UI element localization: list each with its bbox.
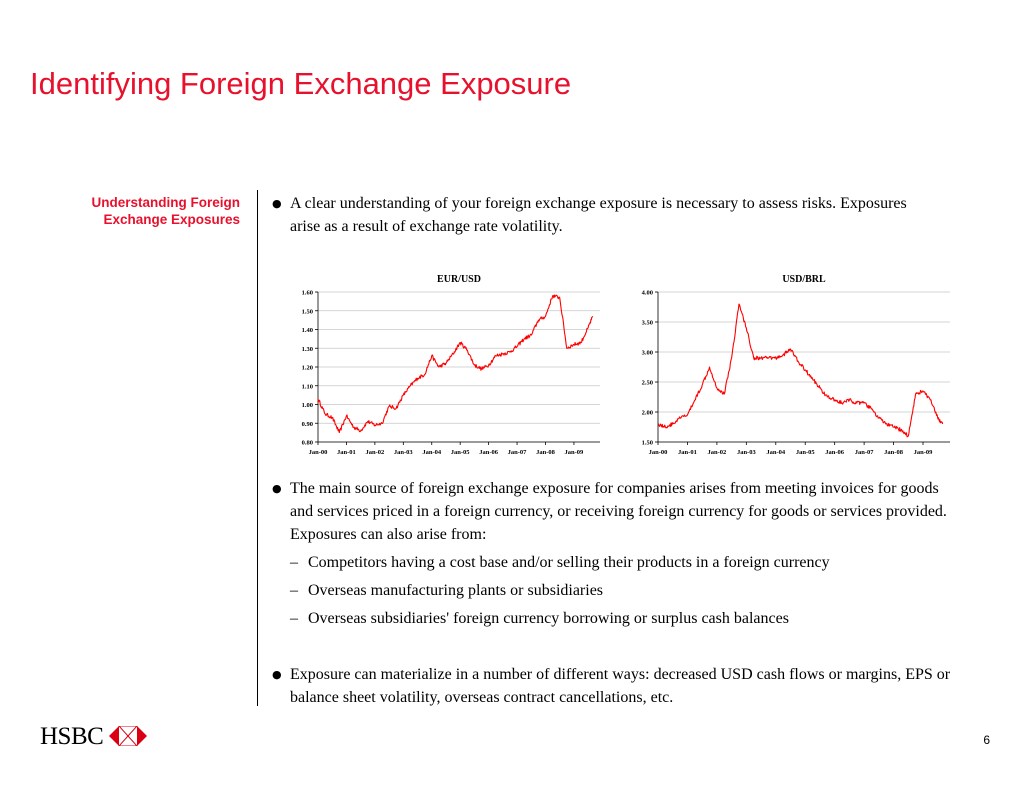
x-tick-label: Jan-05 bbox=[796, 449, 816, 456]
y-tick-label: 1.60 bbox=[302, 290, 313, 297]
x-tick-label: Jan-09 bbox=[914, 449, 934, 456]
bullet-item: ● The main source of foreign exchange ex… bbox=[272, 477, 952, 546]
y-tick-label: 1.50 bbox=[642, 440, 653, 447]
x-tick-label: Jan-00 bbox=[649, 449, 668, 456]
bullet-icon: ● bbox=[272, 197, 282, 210]
usd-brl-chart: USD/BRL 1.50 2.00 2.50 3.00 3.50 4.00 Jan-00 Jan… bbox=[640, 270, 960, 465]
x-tick-label: Jan-01 bbox=[678, 449, 697, 456]
x-tick-label: Jan-00 bbox=[309, 449, 328, 456]
dash-icon: – bbox=[290, 554, 298, 571]
bullet-text: Exposure can materialize in a number of … bbox=[290, 666, 951, 706]
y-tick-label: 1.40 bbox=[302, 327, 313, 334]
usd-brl-chart-svg: USD/BRL 1.50 2.00 2.50 3.00 3.50 4.00 Jan-00 Jan… bbox=[642, 274, 950, 456]
x-tick-label: Jan-05 bbox=[451, 449, 471, 456]
eur-usd-chart: EUR/USD 0.80 0.90 1.00 1.10 1.20 1.30 1.40 1.50 1… bbox=[300, 270, 610, 465]
y-tick-label: 2.50 bbox=[642, 380, 653, 387]
x-tick-label: Jan-06 bbox=[825, 449, 845, 456]
sub-bullet-text: Overseas subsidiaries' foreign currency … bbox=[308, 610, 789, 627]
bullet-text: The main source of foreign exchange expo… bbox=[290, 480, 947, 543]
y-tick-label: 1.00 bbox=[302, 402, 313, 409]
sub-bullet-text: Overseas manufacturing plants or subsidi… bbox=[308, 582, 604, 599]
y-tick-label: 4.00 bbox=[642, 290, 653, 297]
x-tick-label: Jan-06 bbox=[479, 449, 499, 456]
y-tick-label: 2.00 bbox=[642, 410, 653, 417]
x-tick-label: Jan-08 bbox=[884, 449, 904, 456]
x-tick-label: Jan-07 bbox=[508, 449, 528, 456]
series-line bbox=[317, 294, 594, 434]
y-tick-label: 1.50 bbox=[302, 308, 313, 315]
x-tick-label: Jan-02 bbox=[365, 449, 384, 456]
bullet-item: ● Exposure can materialize in a number o… bbox=[272, 663, 952, 709]
bullet-icon: ● bbox=[272, 668, 282, 681]
x-tick-label: Jan-03 bbox=[737, 449, 757, 456]
x-tick-label: Jan-03 bbox=[394, 449, 414, 456]
x-tick-label: Jan-08 bbox=[536, 449, 556, 456]
y-tick-label: 1.10 bbox=[302, 383, 313, 390]
page-title: Identifying Foreign Exchange Exposure bbox=[30, 66, 572, 101]
logo-shape-top bbox=[118, 726, 138, 737]
section-heading: Understanding Foreign Exchange Exposures bbox=[91, 195, 241, 227]
x-tick-label: Jan-04 bbox=[766, 449, 786, 456]
y-tick-label: 0.90 bbox=[302, 421, 313, 428]
x-tick-label: Jan-02 bbox=[708, 449, 727, 456]
chart-title: EUR/USD bbox=[437, 274, 481, 285]
eur-usd-chart-svg: EUR/USD 0.80 0.90 1.00 1.10 1.20 1.30 1.40 1.50 1… bbox=[302, 274, 600, 456]
y-tick-label: 1.20 bbox=[302, 365, 313, 372]
x-tick-label: Jan-01 bbox=[337, 449, 356, 456]
sub-bullet-item: – Overseas subsidiaries' foreign currency… bbox=[290, 609, 789, 629]
x-tick-label: Jan-07 bbox=[855, 449, 875, 456]
chart-title: USD/BRL bbox=[782, 274, 826, 285]
series-line bbox=[657, 303, 944, 438]
logo-shape-bottom bbox=[118, 735, 138, 746]
bullet-text: A clear understanding of your foreign ex… bbox=[290, 195, 907, 235]
y-tick-label: 1.30 bbox=[302, 346, 313, 353]
y-tick-label: 0.80 bbox=[302, 440, 313, 447]
x-tick-label: Jan-04 bbox=[422, 449, 442, 456]
x-tick-label: Jan-09 bbox=[565, 449, 585, 456]
logo-text: HSBC bbox=[40, 723, 104, 750]
bullet-icon: ● bbox=[272, 482, 282, 495]
hexagon-logo-icon bbox=[109, 726, 147, 746]
sub-bullet-text: Competitors having a cost base and/or se… bbox=[308, 554, 830, 571]
logo-shape-right bbox=[137, 726, 147, 746]
page-number: 6 bbox=[983, 733, 990, 747]
dash-icon: – bbox=[290, 582, 298, 599]
dash-icon: – bbox=[290, 610, 298, 627]
sub-bullet-item: – Competitors having a cost base and/or s… bbox=[290, 553, 830, 573]
bullet-item: ● A clear understanding of your foreign … bbox=[272, 192, 932, 238]
vertical-divider bbox=[257, 190, 258, 706]
logo-shape-left bbox=[109, 726, 119, 746]
y-tick-label: 3.50 bbox=[642, 320, 653, 327]
sub-bullet-item: – Overseas manufacturing plants or subsid… bbox=[290, 581, 603, 601]
y-tick-label: 3.00 bbox=[642, 350, 653, 357]
